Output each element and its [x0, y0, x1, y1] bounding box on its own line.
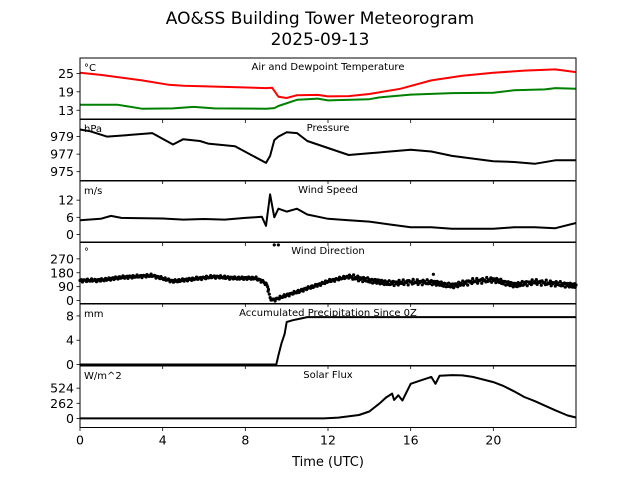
panel-unit-label: m/s: [84, 186, 102, 197]
wind-direction-point: [534, 278, 538, 282]
wind-direction-point: [272, 243, 276, 247]
wind-direction-point: [480, 281, 484, 285]
y-tick-label: 6: [66, 210, 74, 225]
wind-direction-point: [496, 278, 500, 282]
wind-direction-point: [411, 277, 415, 281]
wind-direction-point: [456, 285, 460, 289]
panel-2: 0 6 12 m/s Wind Speed: [58, 180, 577, 246]
wind-direction-point: [520, 279, 524, 284]
wind-direction-point: [397, 278, 401, 282]
panel-unit-label: °C: [84, 63, 96, 74]
y-tick-label: 12: [58, 193, 74, 208]
y-tick-label: 262: [50, 396, 74, 411]
panel-unit-label: W/m^2: [84, 371, 122, 382]
wind-direction-point: [466, 283, 470, 287]
wind-direction-point: [539, 283, 543, 287]
y-tick-label: 0: [66, 293, 74, 308]
panel-title: Wind Speed: [298, 185, 358, 196]
wind-direction-point: [506, 280, 510, 284]
wind-direction-point: [276, 243, 280, 247]
wind-direction-point: [266, 289, 270, 293]
panel-unit-label: hPa: [84, 124, 102, 135]
wind-direction-point: [406, 283, 410, 287]
wind-direction-point: [476, 281, 480, 285]
x-tick-label: 0: [76, 433, 84, 448]
series-line-air-temperature: [79, 68, 577, 99]
wind-direction-point: [447, 281, 451, 285]
y-tick-label: 0: [66, 357, 74, 372]
series-line-dewpoint: [80, 87, 577, 110]
panel-unit-label: mm: [84, 309, 103, 320]
y-tick-label: 0: [66, 227, 74, 242]
wind-direction-point: [266, 285, 270, 289]
wind-direction-point: [267, 292, 271, 296]
series-0-points: [78, 243, 578, 303]
wind-direction-point: [392, 283, 396, 288]
wind-direction-point: [382, 282, 386, 287]
x-tick-label: 8: [241, 433, 249, 448]
y-tick-label: 975: [50, 164, 74, 179]
panel-1: 975 977 979 hPa Pressure: [50, 118, 577, 184]
panel-title: Accumulated Precipitation Since 0Z: [239, 308, 417, 319]
wind-direction-point: [387, 279, 391, 283]
wind-direction-point: [544, 278, 548, 282]
wind-direction-point: [442, 284, 446, 288]
series-line-solar-flux: [80, 374, 577, 420]
y-tick-label: 13: [58, 103, 74, 118]
x-tick-label: 4: [159, 433, 167, 448]
y-tick-label: 270: [50, 251, 74, 266]
wind-direction-point: [461, 279, 465, 283]
y-tick-label: 977: [50, 147, 74, 162]
chart-title: AO&SS Building Tower Meteorogram: [166, 9, 474, 29]
x-axis-label: Time (UTC): [291, 455, 364, 470]
panel-title: Air and Dewpoint Temperature: [252, 62, 405, 73]
y-tick-label: 8: [66, 308, 74, 323]
wind-direction-point: [352, 273, 356, 277]
wind-direction-point: [431, 272, 435, 276]
wind-direction-point: [471, 277, 475, 281]
wind-direction-point: [525, 284, 529, 288]
wind-direction-point: [452, 286, 456, 290]
series-line-pressure: [79, 128, 576, 165]
wind-direction-point: [268, 295, 272, 300]
x-tick-label: 16: [403, 433, 419, 448]
wind-direction-point: [485, 275, 489, 280]
y-tick-label: 19: [58, 84, 74, 99]
panel-title: Pressure: [307, 123, 350, 134]
series-line-accumulated-precipitation: [80, 316, 576, 366]
y-tick-label: 180: [50, 265, 74, 280]
y-tick-label: 90: [58, 279, 74, 294]
panel-0: 13 19 25 °C Air and Dewpoint Temperature: [58, 57, 577, 123]
panel-title: Wind Direction: [291, 246, 365, 257]
wind-direction-point: [323, 281, 327, 286]
y-tick-label: 0: [66, 411, 74, 426]
x-tick-label: 12: [320, 433, 336, 448]
panel-4: 0 4 8 mm Accumulated Precipitation Since 0Z: [66, 303, 577, 372]
x-tick-label: 20: [485, 433, 501, 448]
y-tick-label: 4: [66, 333, 74, 348]
wind-direction-point: [530, 278, 534, 282]
y-tick-label: 979: [50, 129, 74, 144]
wind-direction-point: [515, 285, 519, 289]
y-tick-label: 25: [58, 66, 74, 81]
series-line-wind-speed: [79, 193, 577, 230]
panel-unit-label: °: [84, 247, 89, 258]
y-tick-label: 524: [50, 381, 74, 396]
wind-direction-point: [401, 278, 405, 282]
panel-title: Solar Flux: [303, 370, 353, 381]
chart-subtitle: 2025-09-13: [271, 30, 370, 50]
